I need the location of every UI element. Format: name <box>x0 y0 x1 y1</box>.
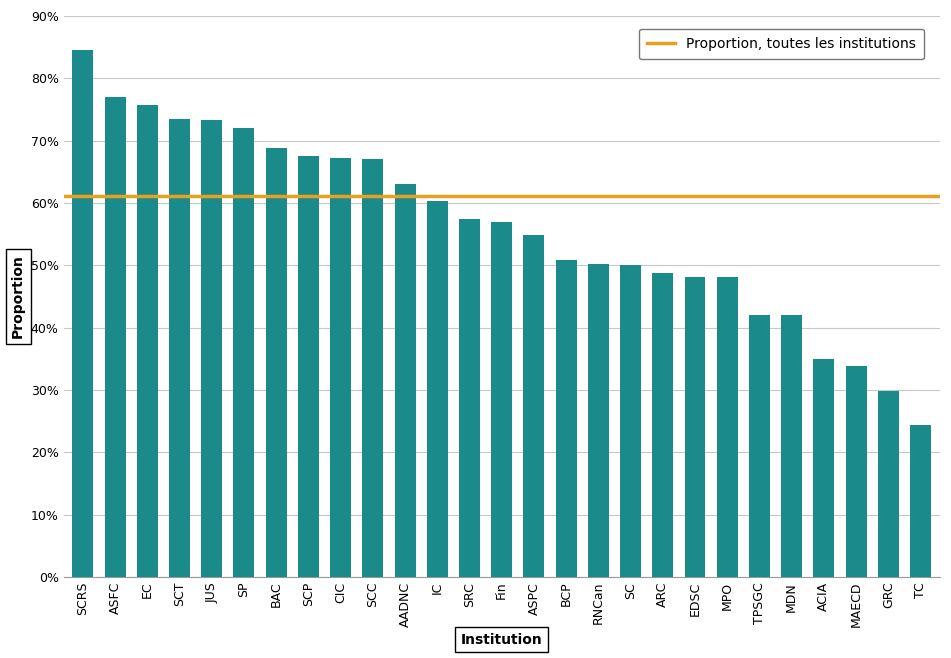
Bar <box>717 277 738 577</box>
Bar <box>72 51 93 577</box>
Bar <box>362 159 383 577</box>
Bar <box>813 359 834 577</box>
Bar <box>749 315 770 577</box>
Bar <box>878 392 899 577</box>
Bar <box>137 105 158 577</box>
Bar <box>781 315 802 577</box>
Bar <box>620 265 641 577</box>
Bar <box>492 222 513 577</box>
Bar <box>459 218 480 577</box>
Bar <box>845 367 866 577</box>
Legend: Proportion, toutes les institutions: Proportion, toutes les institutions <box>639 29 924 59</box>
Bar <box>395 184 416 577</box>
Bar <box>169 119 190 577</box>
Bar <box>588 264 609 577</box>
Bar <box>910 425 931 577</box>
Bar <box>298 157 319 577</box>
X-axis label: Institution: Institution <box>461 633 543 647</box>
Y-axis label: Proportion: Proportion <box>11 255 25 338</box>
Bar <box>234 128 255 577</box>
Bar <box>652 274 673 577</box>
Bar <box>105 97 126 577</box>
Bar <box>555 261 576 577</box>
Bar <box>685 277 706 577</box>
Bar <box>523 236 544 577</box>
Bar <box>265 148 286 577</box>
Bar <box>427 201 448 577</box>
Bar <box>202 120 223 577</box>
Bar <box>330 157 351 577</box>
